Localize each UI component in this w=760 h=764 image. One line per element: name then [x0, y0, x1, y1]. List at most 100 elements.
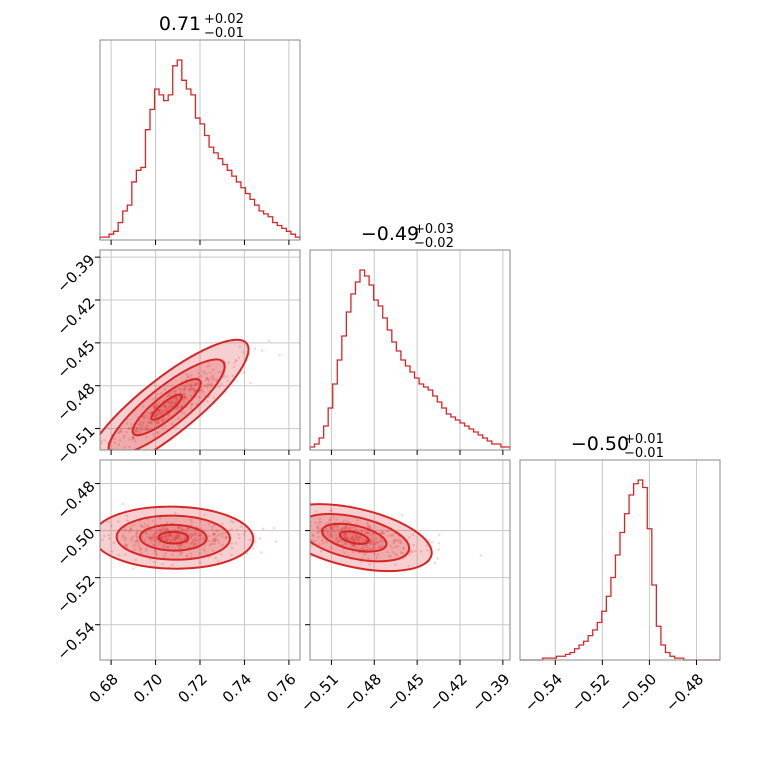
scatter-point	[369, 539, 373, 543]
scatter-point	[192, 542, 195, 545]
scatter-point	[151, 433, 155, 436]
scatter-point	[140, 552, 143, 555]
scatter-point	[179, 405, 183, 409]
scatter-point	[399, 538, 402, 542]
scatter-point	[189, 385, 192, 389]
scatter-point	[148, 418, 151, 421]
scatter-point	[352, 539, 355, 543]
scatter-point	[159, 391, 163, 395]
scatter-point	[357, 536, 360, 539]
scatter-point	[211, 538, 215, 542]
scatter-point	[304, 541, 307, 544]
scatter-point	[192, 387, 195, 391]
scatter-point	[108, 537, 111, 540]
scatter-point	[351, 535, 354, 539]
scatter-point	[125, 430, 128, 434]
scatter-point	[189, 383, 193, 387]
scatter-point	[180, 550, 183, 554]
contour-level-4	[338, 530, 370, 545]
scatter-point	[307, 508, 310, 511]
scatter-point	[132, 544, 136, 548]
scatter-point	[168, 391, 172, 394]
scatter-point	[148, 412, 152, 416]
x-tick-label: −0.48	[662, 670, 707, 715]
scatter-point	[174, 511, 177, 515]
scatter-point	[402, 547, 406, 550]
contour-level-1	[310, 503, 433, 573]
scatter-point	[190, 541, 194, 545]
scatter-point	[124, 553, 127, 557]
scatter-point	[141, 416, 145, 419]
x-tick-label: −0.50	[615, 670, 660, 715]
scatter-point	[221, 534, 224, 538]
scatter-point	[138, 419, 142, 423]
scatter-point	[101, 454, 104, 457]
scatter-point	[200, 532, 203, 536]
scatter-point	[278, 353, 281, 357]
scatter-point	[326, 532, 329, 536]
scatter-point	[171, 537, 175, 541]
scatter-point	[135, 537, 139, 541]
scatter-point	[173, 402, 176, 406]
scatter-point	[125, 544, 129, 547]
scatter-point	[186, 382, 189, 385]
scatter-point	[228, 529, 232, 532]
scatter-point	[146, 416, 150, 419]
scatter-point	[329, 510, 333, 513]
scatter-point	[327, 521, 330, 525]
scatter-point	[371, 532, 375, 536]
contour-level-2	[107, 358, 226, 450]
scatter-point	[363, 531, 367, 535]
scatter-point	[199, 519, 202, 523]
scatter-point	[334, 524, 338, 528]
scatter-point	[336, 528, 340, 532]
scatter-point	[187, 387, 191, 391]
scatter-point	[350, 545, 354, 549]
scatter-point	[386, 529, 389, 533]
scatter-point	[165, 407, 169, 410]
scatter-point	[184, 395, 188, 399]
scatter-point	[394, 545, 398, 549]
scatter-point	[197, 395, 201, 399]
scatter-point	[261, 527, 265, 531]
scatter-point	[343, 536, 346, 539]
scatter-point	[182, 384, 186, 388]
scatter-point	[354, 528, 357, 532]
scatter-point	[202, 536, 206, 540]
scatter-point	[426, 548, 429, 552]
y-tick-label: −0.48	[53, 380, 98, 425]
scatter-point	[135, 427, 139, 430]
scatter-point	[184, 386, 187, 389]
scatter-point	[153, 544, 157, 547]
scatter-point	[193, 382, 197, 386]
scatter-point	[267, 521, 270, 524]
scatter-point	[179, 391, 183, 394]
scatter-point	[190, 373, 193, 377]
scatter-point	[150, 421, 153, 425]
scatter-point	[380, 530, 384, 533]
scatter-point	[347, 537, 350, 540]
scatter-point	[121, 533, 125, 537]
scatter-point	[189, 383, 193, 387]
scatter-point	[181, 398, 185, 401]
scatter-point	[168, 405, 171, 409]
scatter-point	[127, 530, 131, 533]
scatter-point	[369, 548, 372, 552]
scatter-point	[176, 533, 179, 536]
scatter-point	[166, 527, 169, 530]
scatter-point	[207, 379, 211, 383]
scatter-point	[387, 534, 390, 538]
scatter-point	[154, 535, 158, 539]
scatter-point	[358, 536, 361, 540]
scatter-point	[162, 543, 166, 547]
scatter-point	[190, 402, 194, 406]
scatter-point	[142, 420, 146, 424]
scatter-point	[97, 444, 100, 447]
scatter-point	[344, 527, 348, 531]
scatter-point	[154, 531, 158, 535]
scatter-point	[182, 397, 186, 401]
title-upper-error: +0.01	[624, 432, 664, 447]
scatter-point	[178, 536, 181, 540]
scatter-point	[141, 405, 145, 408]
scatter-point	[163, 388, 167, 391]
